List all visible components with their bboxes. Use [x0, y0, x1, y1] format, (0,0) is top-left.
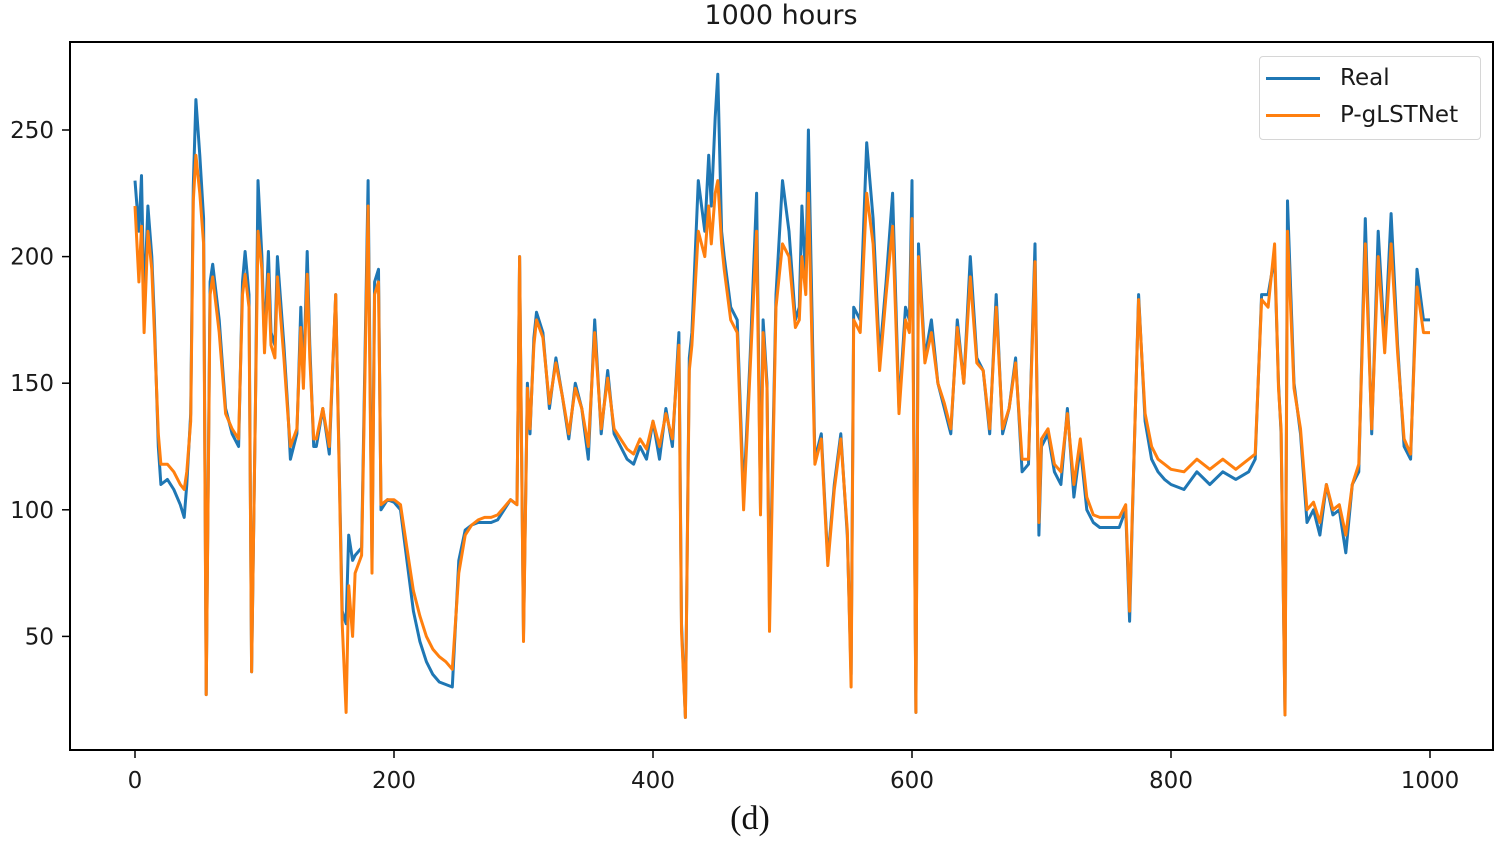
y-tick-label: 200 — [10, 245, 54, 271]
x-tick-label: 200 — [372, 768, 416, 794]
x-axis: 0 200 400 600 800 1000 — [128, 750, 1460, 794]
y-tick-label: 250 — [10, 118, 54, 144]
legend: Real P-gLSTNet — [1259, 56, 1481, 140]
legend-swatch-pred — [1266, 113, 1320, 117]
legend-item-real: Real — [1266, 63, 1390, 93]
figure-caption: (d) — [730, 800, 770, 837]
x-tick-label: 400 — [631, 768, 675, 794]
legend-label-real: Real — [1340, 65, 1390, 91]
series-line-p-glstnet — [133, 153, 1430, 719]
y-axis: 50 100 150 200 250 — [10, 118, 70, 650]
legend-swatch-real — [1266, 76, 1320, 80]
y-tick-label: 150 — [10, 371, 54, 397]
chart-title: 1000 hours — [704, 0, 858, 31]
y-tick-label: 100 — [10, 498, 54, 524]
series-layer — [133, 72, 1430, 719]
x-tick-label: 1000 — [1401, 768, 1460, 794]
y-tick-label: 50 — [25, 624, 54, 650]
plot-frame — [69, 41, 1494, 751]
x-tick-label: 600 — [890, 768, 934, 794]
x-tick-label: 0 — [128, 768, 143, 794]
x-tick-label: 800 — [1149, 768, 1193, 794]
legend-label-pred: P-gLSTNet — [1340, 102, 1459, 128]
series-line-real — [133, 72, 1430, 719]
legend-item-pred: P-gLSTNet — [1266, 100, 1458, 130]
